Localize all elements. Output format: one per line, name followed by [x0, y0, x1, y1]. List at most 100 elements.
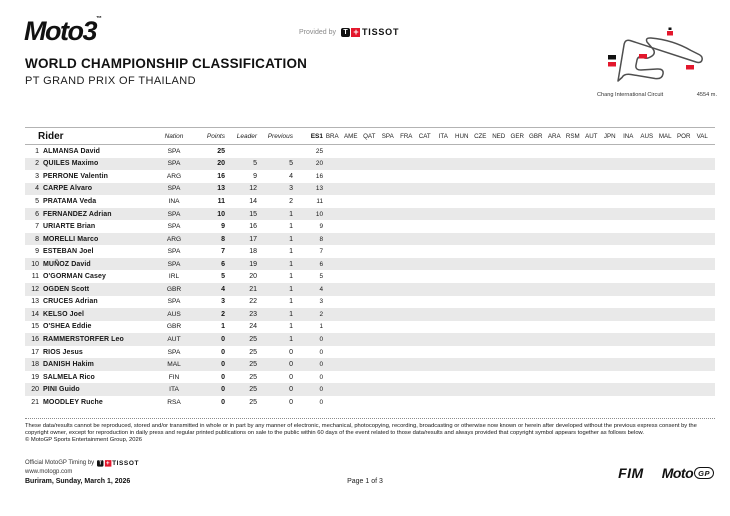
location-date: Buriram, Sunday, March 1, 2026 [25, 478, 131, 485]
page-title: WORLD CHAMPIONSHIP CLASSIFICATION [25, 56, 308, 71]
gap-leader: 20 [249, 273, 257, 281]
col-header-race-cze: CZE [474, 132, 487, 140]
col-header-rider: Rider [38, 130, 64, 142]
position: 7 [35, 223, 39, 231]
website-url: www.motogp.com [25, 469, 73, 475]
gap-previous: 0 [289, 398, 293, 406]
es1-points: 9 [319, 223, 323, 231]
position: 3 [35, 172, 39, 180]
table-row: 10 MUÑOZ David SPA 6 19 1 6 [25, 257, 715, 271]
circuit-map-icon [608, 27, 703, 82]
gap-leader: 16 [249, 223, 257, 231]
gap-previous: 1 [289, 285, 293, 293]
points: 1 [221, 323, 225, 331]
rider-name: MUÑOZ David [43, 260, 91, 268]
table-row: 16 RAMMERSTORFER Leo AUT 0 25 1 0 [25, 333, 715, 346]
es1-points: 0 [319, 398, 323, 406]
rider-name: DANISH Hakim [43, 361, 94, 369]
gap-leader: 25 [249, 373, 257, 381]
nation: SPA [167, 147, 181, 155]
circuit-length: 4554 m. [696, 92, 717, 98]
nation: SPA [167, 248, 181, 256]
position: 2 [35, 160, 39, 168]
points: 9 [221, 223, 225, 231]
gap-leader: 9 [253, 172, 257, 180]
points: 4 [221, 285, 225, 293]
gap-leader: 23 [249, 310, 257, 318]
tissot-wordmark: TISSOT [361, 27, 400, 37]
gap-leader: 17 [249, 235, 257, 243]
points: 13 [217, 185, 225, 193]
nation: SPA [167, 260, 181, 268]
col-header-race-spa: SPA [381, 132, 394, 140]
rider-name: FERNANDEZ Adrian [43, 210, 112, 218]
points: 8 [221, 235, 225, 243]
col-header-race-jpn: JPN [603, 132, 616, 140]
position: 17 [31, 348, 39, 356]
page-subtitle: PT GRAND PRIX OF THAILAND [25, 75, 196, 87]
table-row: 4 CARPE Alvaro SPA 13 12 3 13 [25, 182, 715, 196]
rider-name: PINI Guido [43, 386, 80, 394]
position: 9 [35, 248, 39, 256]
nation: AUS [167, 310, 181, 318]
col-header-race-mal: MAL [658, 132, 672, 140]
nation: SPA [167, 185, 181, 193]
fim-logo: FIM [618, 465, 644, 481]
gap-previous: 0 [289, 361, 293, 369]
gap-previous: 3 [289, 185, 293, 193]
col-header-race-ara: ARA [547, 132, 561, 140]
col-header-previous: Previous [267, 132, 293, 140]
gap-leader: 25 [249, 361, 257, 369]
points: 0 [221, 335, 225, 343]
gap-leader: 25 [249, 348, 257, 356]
es1-points: 4 [319, 285, 323, 293]
position: 16 [31, 335, 39, 343]
position: 11 [31, 273, 39, 281]
copyright-line: © MotoGP Sports Entertainment Group, 202… [25, 437, 142, 443]
gap-previous: 0 [289, 373, 293, 381]
points: 16 [217, 172, 225, 180]
provided-by-label: Provided by [299, 28, 336, 36]
nation: INA [168, 197, 180, 205]
circuit-name: Chang International Circuit [597, 92, 664, 98]
gap-previous: 1 [289, 323, 293, 331]
nation: GBR [166, 285, 182, 293]
position: 13 [31, 298, 39, 306]
nation: SPA [167, 298, 181, 306]
col-header-race-cat: CAT [418, 132, 431, 140]
footer-logos: FIM Moto GP [618, 465, 714, 481]
gap-leader: 22 [249, 298, 257, 306]
circuit-caption: Chang International Circuit 4554 m. [597, 90, 717, 98]
table-row: 15 O'SHEA Eddie GBR 1 24 1 1 [25, 321, 715, 334]
col-header-race-qat: QAT [363, 132, 376, 140]
classification-table: Rider Nation Points Leader Previous ES1 … [25, 127, 715, 408]
points: 20 [217, 160, 225, 168]
official-timing-line: Official MotoGP Timing by T + TISSOT [25, 458, 155, 468]
tissot-logo-small: T + TISSOT [97, 459, 139, 467]
col-header-nation: Nation [164, 132, 184, 140]
col-header-race-bra: BRA [325, 132, 339, 140]
table-row: 1 ALMANSA David SPA 25 25 [25, 145, 715, 158]
es1-points: 13 [315, 185, 323, 193]
speed-trap-marker [667, 31, 673, 36]
gap-previous: 1 [289, 260, 293, 268]
circuit-map-block: Chang International Circuit 4554 m. [597, 23, 717, 98]
gap-leader: 25 [249, 398, 257, 406]
table-row: 13 CRUCES Adrian SPA 3 22 1 3 [25, 296, 715, 309]
es1-points: 8 [319, 235, 323, 243]
nation: SPA [167, 348, 181, 356]
gap-previous: 1 [289, 223, 293, 231]
gap-previous: 0 [289, 348, 293, 356]
rider-name: ALMANSA David [43, 147, 101, 155]
rider-name: RAMMERSTORFER Leo [43, 335, 124, 343]
nation: SPA [167, 223, 181, 231]
nation: SPA [167, 160, 181, 168]
gap-previous: 1 [289, 335, 293, 343]
es1-points: 6 [319, 260, 323, 268]
nation: AUT [167, 335, 181, 343]
col-header-race-aus: AUS [640, 132, 654, 140]
rider-name: RIOS Jesus [43, 348, 83, 356]
points: 0 [221, 361, 225, 369]
provided-by-block: Provided by T + TISSOT [299, 27, 399, 37]
es1-points: 0 [319, 386, 323, 394]
